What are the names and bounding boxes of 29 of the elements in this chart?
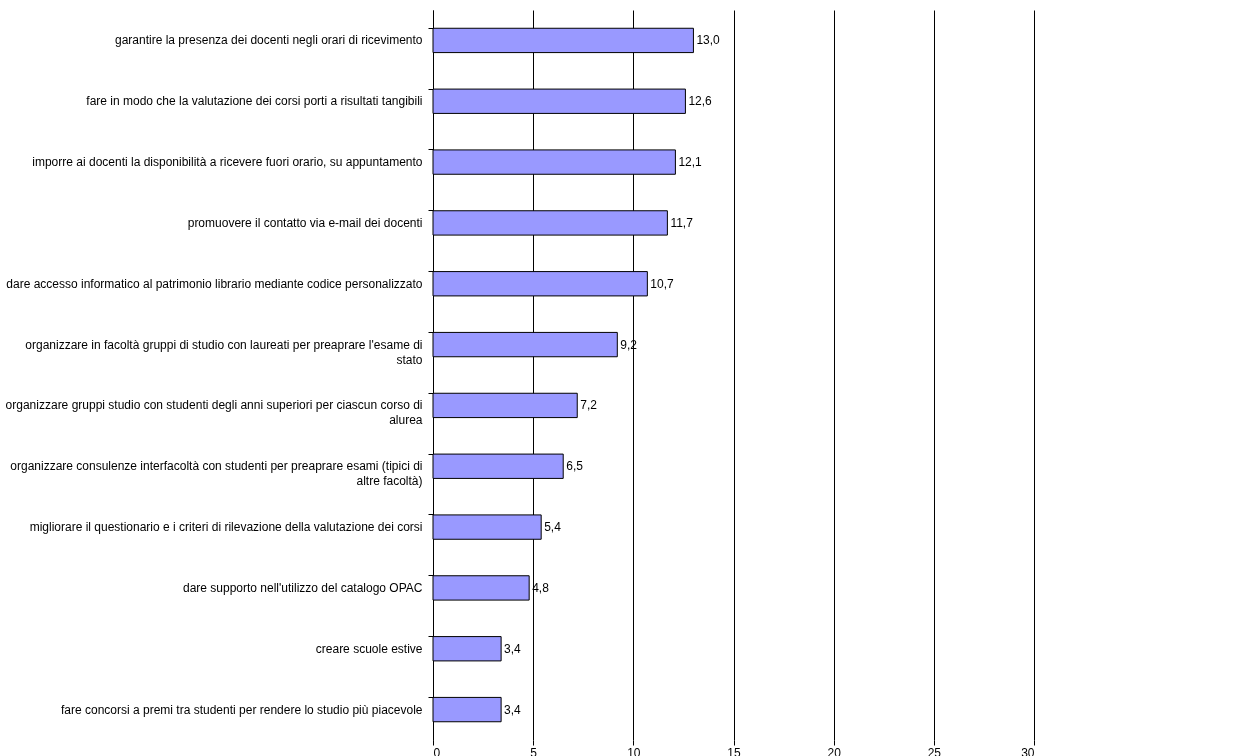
y-tick-label: migliorare il questionario e i criteri di rilevazione della valutazione dei corsi: [29, 520, 423, 535]
y-tick-label: dare accesso informatico al patrimonio librario mediante codice personalizzato: [6, 276, 423, 291]
data-label: 11,7: [670, 215, 694, 230]
y-tick-label: fare in modo che la valutazione dei corsi porti a risultati tangibili: [86, 94, 423, 109]
data-label: 3,4: [504, 702, 522, 717]
x-tick-label: 20: [827, 745, 842, 756]
y-tick-label: promuovere il contatto via e-mail dei docenti: [187, 215, 423, 230]
y-tick-label: organizzare in facoltà gruppi di studio con laureati per preaprare l'esame di stato: [25, 337, 423, 367]
data-label: 6,5: [566, 459, 584, 474]
y-tick-label: garantire la presenza dei docenti negli orari di ricevimento: [115, 33, 423, 48]
y-tick-label: organizzare consulenze interfacoltà con studenti per preaprare esami (tipici di altre facoltà): [10, 459, 423, 489]
y-tick-label: dare supporto nell'utilizzo del catalogo OPAC: [182, 580, 423, 595]
data-label: 5,4: [544, 520, 562, 535]
y-tick-label: imporre ai docenti la disponibilità a ricevere fuori orario, su appuntamento: [32, 155, 423, 170]
x-tick-label: 5: [530, 745, 538, 756]
data-label: 12,6: [688, 94, 713, 109]
x-tick-label: 15: [727, 745, 741, 756]
data-label: 13,0: [696, 33, 721, 48]
x-tick-label: 30: [1021, 745, 1035, 756]
data-label: 7,2: [580, 398, 598, 413]
x-tick-label: 10: [627, 745, 641, 756]
data-label: 12,1: [678, 155, 703, 170]
x-tick-label: 25: [927, 745, 942, 756]
y-tick-label: organizzare gruppi studio con studenti degli anni superiori per ciascun corso di alurea: [5, 398, 423, 428]
data-label: 10,7: [650, 276, 675, 291]
y-tick-label: creare scuole estive: [315, 641, 423, 656]
x-tick-label: 0: [433, 745, 441, 756]
data-label: 3,4: [504, 641, 522, 656]
y-tick-label: fare concorsi a premi tra studenti per rendere lo studio più piacevole: [60, 702, 423, 717]
